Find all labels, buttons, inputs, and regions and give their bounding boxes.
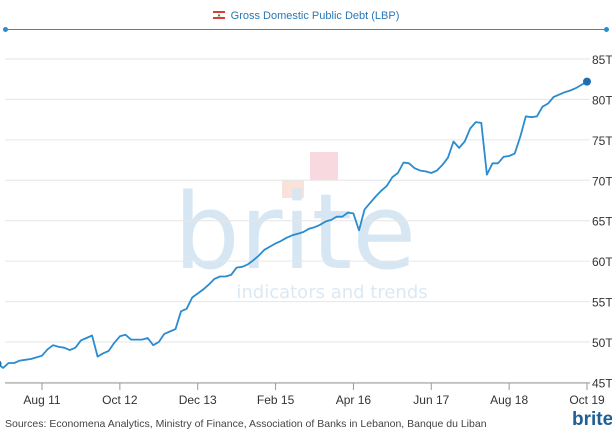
x-tick-label: Apr 16 [336,393,372,407]
x-tick-label: Dec 13 [179,393,217,407]
x-tick-label: Oct 12 [102,393,138,407]
watermark-brand: brite [174,171,416,293]
watermark-square [310,152,338,180]
y-tick-label: 75T [592,134,612,148]
y-tick-label: 55T [592,296,612,310]
x-axis: Aug 11 Oct 12 Dec 13 Feb 15 Apr 16 Jun 17 Aug … [5,382,605,407]
brite-watermark: brite indicators and trends [174,152,428,303]
x-tick-label: Jun 17 [413,393,449,407]
title-rule [3,27,609,32]
y-tick-label: 70T [592,174,612,188]
chart-title: Gross Domestic Public Debt (LBP) [0,6,612,26]
y-tick-label: 50T [592,336,612,350]
watermark-square [282,180,304,198]
x-tick-label: Aug 11 [23,393,60,407]
chart-title-text: Gross Domestic Public Debt (LBP) [230,10,400,22]
rule-end-dot [604,27,609,32]
series-start-point [0,360,2,367]
y-tick-label: 45T [592,376,612,390]
y-axis-labels: 45T 50T 55T 60T 65T 70T 75T 80T 85T [592,53,612,390]
series-line [0,77,591,369]
x-tick-label: Feb 15 [257,393,295,407]
y-tick-label: 85T [592,53,612,67]
rule-end-dot [3,27,8,32]
lebanon-flag-icon [212,11,225,19]
watermark-tagline: indicators and trends [236,282,427,303]
y-tick-label: 65T [592,215,612,229]
debt-series-line [0,80,588,369]
gridlines [5,58,590,383]
x-tick-label: Oct 19 [569,393,605,407]
x-tick-label: Aug 18 [490,393,528,407]
sources-note: Sources: Economena Analytics, Ministry o… [5,418,487,430]
brand-logo: brite [572,409,612,430]
y-tick-label: 60T [592,255,612,269]
series-end-point [583,77,591,86]
y-tick-label: 80T [592,93,612,107]
